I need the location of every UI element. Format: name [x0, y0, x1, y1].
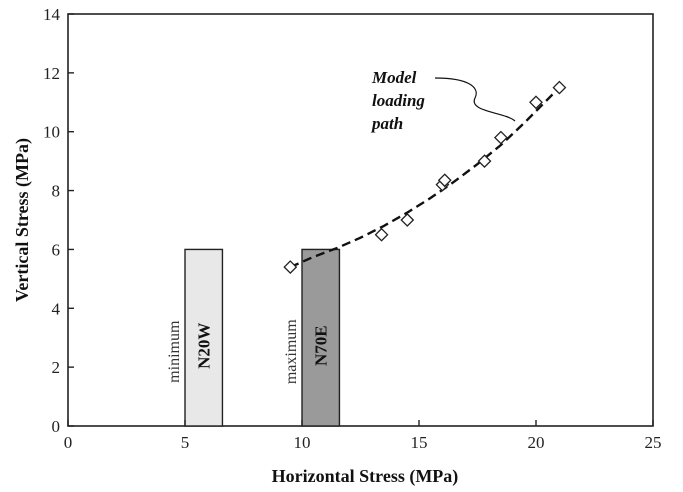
y-tick-label: 4: [52, 299, 61, 318]
data-point: [477, 154, 492, 169]
model-annotation: Model loading path: [370, 68, 516, 133]
y-tick-label: 12: [43, 64, 60, 83]
y-tick-label: 6: [52, 240, 61, 259]
x-tick-label: 0: [64, 433, 73, 452]
range-bar-n20w: [184, 248, 224, 427]
data-point: [552, 80, 567, 95]
x-tick-label: 20: [528, 433, 545, 452]
x-axis-title: Horizontal Stress (MPa): [272, 466, 459, 487]
annotation-line-3: path: [370, 114, 403, 133]
stress-range-bars: N20W minimum N70E maximum: [166, 248, 341, 427]
annotation-leader: [434, 77, 516, 122]
range-bar-descriptor: maximum: [283, 319, 300, 384]
y-tick-label: 0: [52, 417, 61, 436]
data-points: [283, 80, 567, 275]
y-tick-label: 8: [52, 182, 61, 201]
fit-curve-line: [289, 86, 561, 269]
range-bar-label: N70E: [312, 325, 331, 366]
x-tick-label: 10: [294, 433, 311, 452]
annotation-line-2: loading: [372, 91, 425, 110]
data-point: [437, 173, 452, 188]
loading-path-curve: [289, 86, 561, 269]
annotation-line-1: Model: [371, 68, 417, 87]
y-axis-title: Vertical Stress (MPa): [12, 138, 33, 302]
x-tick-label: 15: [411, 433, 428, 452]
data-point: [493, 130, 508, 145]
y-tick-label: 10: [43, 123, 60, 142]
axis-ticks: 0 5 10 15 20 25 0 2 4 6 8 10 12 14: [43, 5, 662, 452]
data-point: [400, 213, 415, 227]
range-bar-descriptor: minimum: [166, 320, 183, 383]
range-bar-label: N20W: [195, 323, 214, 369]
data-point: [374, 227, 389, 242]
y-tick-label: 14: [43, 5, 61, 24]
plot-frame: [67, 13, 654, 427]
data-point: [283, 260, 298, 275]
x-tick-label: 5: [181, 433, 190, 452]
data-point: [529, 95, 543, 110]
y-tick-label: 2: [52, 358, 61, 377]
x-tick-label: 25: [645, 433, 662, 452]
range-bar-n70e: [301, 248, 341, 427]
